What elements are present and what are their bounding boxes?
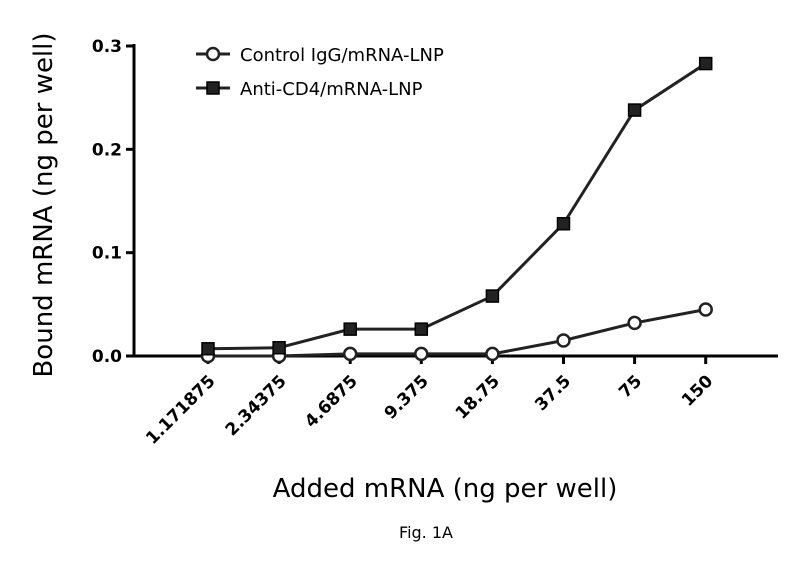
data-point-series-2	[343, 322, 357, 336]
data-point-series-2	[698, 56, 713, 71]
series-lines	[207, 62, 707, 358]
y-tick-label: 0.3	[92, 37, 122, 57]
y-tick-label: 0.1	[92, 244, 122, 264]
legend-marker-2	[206, 81, 220, 95]
x-tick-label: 2.34375	[222, 371, 291, 440]
data-point-series-1	[414, 346, 429, 362]
x-tick-label: 75	[615, 371, 646, 402]
series-markers	[200, 56, 713, 364]
x-tick-label: 18.75	[452, 371, 504, 423]
y-tick-label: 0.2	[92, 140, 122, 160]
data-point-series-1	[627, 315, 642, 331]
x-tick-label: 4.6875	[301, 371, 362, 432]
figure-caption: Fig. 1A	[399, 523, 453, 542]
series-line-2	[207, 62, 707, 351]
series-line-1	[208, 308, 706, 358]
data-point-series-2	[556, 216, 571, 231]
x-tick-label: 1.171875	[142, 371, 219, 448]
x-tick-label: 150	[678, 371, 717, 410]
y-tick-label: 0.0	[92, 347, 122, 367]
data-point-series-2	[627, 103, 642, 117]
data-point-series-2	[414, 322, 429, 336]
legend-marker-1	[205, 46, 221, 62]
data-point-series-1	[342, 346, 358, 362]
x-tick-label: 37.5	[531, 371, 575, 415]
legend-label-1: Control IgG/mRNA-LNP	[240, 45, 444, 66]
data-point-series-2	[272, 340, 286, 355]
y-tick-labels: 0.0 0.1 0.2 0.3	[92, 37, 122, 367]
data-point-series-2	[485, 289, 500, 303]
y-axis-title: Bound mRNA (ng per well)	[29, 32, 59, 377]
x-tick-labels: 1.171875 2.34375 4.6875 9.375 18.75 37.5 75 150	[142, 371, 717, 448]
data-point-series-1	[485, 346, 500, 362]
data-point-series-2	[201, 342, 215, 356]
x-axis-title: Added mRNA (ng per well)	[273, 474, 618, 504]
data-point-series-1	[698, 302, 713, 317]
legend: Control IgG/mRNA-LNP Anti-CD4/mRNA-LNP	[196, 45, 444, 100]
legend-label-2: Anti-CD4/mRNA-LNP	[240, 79, 423, 100]
data-point-series-1	[556, 333, 571, 348]
x-tick-label: 9.375	[381, 371, 433, 423]
